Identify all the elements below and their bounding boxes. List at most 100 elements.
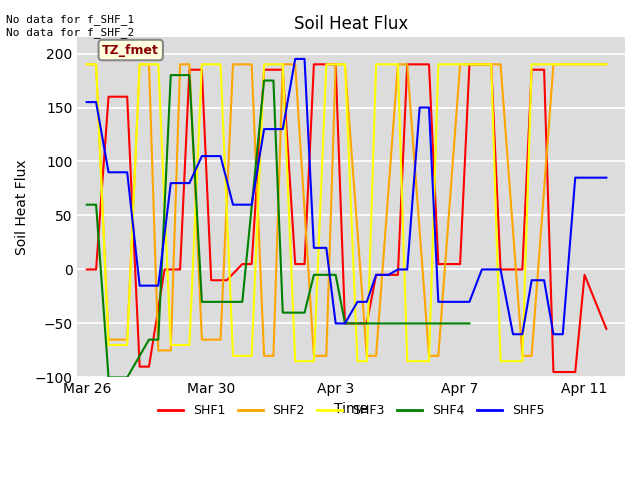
SHF5 [372,272,380,278]
SHF2 [176,61,184,67]
SHF3 [363,359,371,364]
SHF5 [572,175,579,180]
SHF5 [394,266,402,272]
SHF3 [590,61,598,67]
SHF1 [602,326,610,332]
SHF5 [186,180,193,186]
SHF3 [323,61,330,67]
SHF2 [105,337,113,343]
SHF2 [154,348,162,353]
SHF3 [488,61,495,67]
SHF1 [465,61,473,67]
SHF5 [260,126,268,132]
SHF1 [83,266,91,272]
SHF4 [260,78,268,84]
SHF2 [269,353,277,359]
SHF5 [105,169,113,175]
SHF1 [186,67,193,72]
SHF5 [465,299,473,305]
SHF3 [198,61,205,67]
SHF2 [590,61,598,67]
SHF3 [341,61,349,67]
SHF3 [353,359,361,364]
SHF1 [260,67,268,72]
SHF3 [602,61,610,67]
SHF3 [105,342,113,348]
SHF2 [83,61,91,67]
Text: TZ_fmet: TZ_fmet [102,44,159,57]
SHF1 [92,266,100,272]
SHF1 [341,321,349,326]
SHF1 [372,272,380,278]
SHF1 [248,261,255,267]
SHF1 [488,61,495,67]
SHF4 [83,202,91,207]
SHF3 [528,61,536,67]
SHF4 [363,321,371,326]
SHF2 [229,61,237,67]
SHF5 [291,56,299,62]
SHF4 [198,299,205,305]
SHF1 [540,67,548,72]
SHF5 [497,266,504,272]
SHF4 [465,321,473,326]
SHF1 [572,369,579,375]
SHF2 [550,61,557,67]
SHF4 [269,78,277,84]
SHF5 [403,266,411,272]
SHF1 [425,61,433,67]
SHF3 [456,61,464,67]
SHF2 [465,61,473,67]
SHF2 [372,353,380,359]
Line: SHF4: SHF4 [87,75,469,377]
SHF4 [154,337,162,343]
SHF3 [465,61,473,67]
SHF1 [291,261,299,267]
Text: No data for f_SHF_1
No data for f_SHF_2: No data for f_SHF_1 No data for f_SHF_2 [6,14,134,38]
SHF3 [186,342,193,348]
SHF1 [550,369,557,375]
SHF3 [291,359,299,364]
SHF2 [291,61,299,67]
SHF2 [528,353,536,359]
SHF5 [248,202,255,207]
SHF2 [167,348,175,353]
SHF1 [456,261,464,267]
SHF1 [394,272,402,278]
SHF2 [92,61,100,67]
SHF4 [186,72,193,78]
SHF3 [167,342,175,348]
SHF3 [372,61,380,67]
SHF1 [145,364,153,370]
SHF4 [279,310,287,315]
Line: SHF1: SHF1 [87,64,606,372]
SHF5 [279,126,287,132]
SHF2 [279,61,287,67]
SHF1 [279,67,287,72]
SHF2 [394,61,402,67]
SHF5 [217,153,225,159]
SHF1 [332,61,339,67]
SHF4 [167,72,175,78]
SHF5 [456,299,464,305]
SHF4 [105,374,113,380]
SHF2 [323,353,330,359]
SHF2 [217,337,225,343]
SHF5 [136,283,143,288]
SHF5 [353,299,361,305]
Y-axis label: Soil Heat Flux: Soil Heat Flux [15,159,29,255]
SHF3 [550,61,557,67]
SHF4 [124,374,131,380]
SHF5 [154,283,162,288]
SHF1 [124,94,131,99]
SHF4 [301,310,308,315]
SHF5 [92,99,100,105]
SHF3 [260,61,268,67]
SHF3 [136,61,143,67]
SHF3 [92,61,100,67]
SHF2 [456,61,464,67]
SHF5 [580,175,588,180]
SHF3 [403,359,411,364]
SHF2 [124,337,131,343]
SHF4 [310,272,317,278]
